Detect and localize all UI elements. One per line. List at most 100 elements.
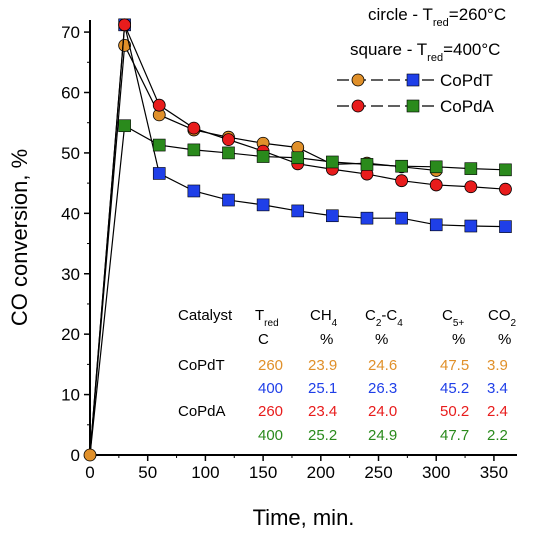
table-unit: % [375,331,388,348]
table-cell: 24.9 [368,427,397,444]
data-point-square [291,204,305,218]
data-point-circle [395,174,408,188]
data-point-square [256,150,270,163]
data-point-square [499,163,512,177]
data-point-square [464,219,478,233]
legend-square-marker [406,99,420,113]
legend-square-marker [406,73,420,87]
data-point-circle [187,121,201,135]
table-header: Tred [255,307,279,329]
table-cell: 23.9 [308,357,337,374]
table-cell: 26.3 [368,380,397,397]
selectivity-table: Catalyst Tred CH4 C2-C4 C5+ CO2 C%%% % CoPdT 260 2… [178,307,517,444]
data-point-square [291,151,305,165]
data-point-square [222,193,235,207]
table-cell: 24.6 [368,357,397,374]
table-unit: % [452,331,465,348]
data-point-square [118,119,131,133]
data-point-square [187,143,201,157]
legend-note-square: square - Tred=400°C [350,40,500,64]
legend-entry-copdt: CoPdT [337,71,493,90]
axes: 0 50 100 150 200 250 300 350 0 10 20 30 40 50 60 70 Time… [7,20,517,530]
data-point-square [499,220,512,233]
series-layer [83,18,512,462]
data-point-square [152,167,166,180]
data-point-square [395,211,408,225]
x-tick-label: 0 [85,463,94,482]
data-point-circle [429,178,443,192]
x-tick-label: 350 [480,463,508,482]
table-cell: 47.5 [440,357,469,374]
data-point-circle [464,180,478,194]
table-unit: % [320,331,333,348]
table-header: CH4 [310,307,338,329]
data-point-circle [222,133,235,147]
table-cell: 50.2 [440,403,469,420]
y-tick-label: 0 [71,446,80,465]
data-point-square [429,218,443,232]
data-point-circle [118,38,132,52]
legend-circle-marker [351,73,365,87]
table-row: CoPdA 260 23.4 24.0 50.2 2.4 [178,403,508,420]
table-row: 400 25.2 24.9 47.7 2.2 [258,427,508,444]
table-unit: % [498,331,511,348]
data-point-square [256,198,270,212]
x-tick-label: 50 [138,463,157,482]
data-point-origin [83,448,97,462]
legend-label: CoPdT [440,71,493,90]
table-cell: 400 [258,380,283,397]
x-tick-label: 200 [307,463,335,482]
data-point-square [360,158,374,171]
x-tick-label: 300 [422,463,450,482]
table-cell: 45.2 [440,380,469,397]
x-tick-label: 100 [191,463,219,482]
table-header: CO2 [488,307,517,329]
data-point-circle [499,182,512,196]
table-cell: 23.4 [308,403,337,420]
table-cell: 24.0 [368,403,397,420]
y-tick-label: 50 [61,144,80,163]
legend-entry-copda: CoPdA [337,97,495,116]
y-tick-label: 70 [61,23,80,42]
table-cell: 260 [258,357,283,374]
table-cell: 47.7 [440,427,469,444]
data-point-circle [118,18,132,32]
table-catalyst: CoPdT [178,357,225,374]
table-cell: 2.4 [487,403,508,420]
data-point-square [395,159,408,173]
y-tick-label: 30 [61,265,80,284]
legend-circle-marker [351,99,365,113]
legend-label: CoPdA [440,97,495,116]
table-header: C2-C4 [365,307,403,329]
data-point-square [222,146,235,160]
data-point-square [429,160,443,174]
x-axis-title: Time, min. [253,505,355,530]
table-header: Catalyst [178,307,233,324]
table-unit: C [258,331,269,348]
table-cell: 2.2 [487,427,508,444]
y-tick-label: 60 [61,84,80,103]
x-tick-label: 150 [249,463,277,482]
y-tick-label: 20 [61,325,80,344]
table-header: C5+ [442,307,464,329]
table-cell: 25.2 [308,427,337,444]
table-cell: 400 [258,427,283,444]
data-point-square [360,211,374,225]
y-tick-label: 40 [61,204,80,223]
table-cell: 260 [258,403,283,420]
table-cell: 25.1 [308,380,337,397]
table-catalyst: CoPdA [178,403,226,420]
series-copda-square [89,119,512,456]
data-point-square [152,138,166,152]
table-cell: 3.4 [487,380,508,397]
data-point-square [326,209,339,223]
legend-note-circle: circle - Tred=260°C [368,5,506,29]
data-point-square [187,184,201,198]
data-point-square [464,162,478,175]
legend: circle - Tred=260°C square - Tred=400°C Co… [337,5,506,116]
y-axis-title: CO conversion, % [7,149,32,326]
data-point-square [326,155,339,169]
table-row: 400 25.1 26.3 45.2 3.4 [258,380,508,397]
table-row: CoPdT 260 23.9 24.6 47.5 3.9 [178,357,508,374]
